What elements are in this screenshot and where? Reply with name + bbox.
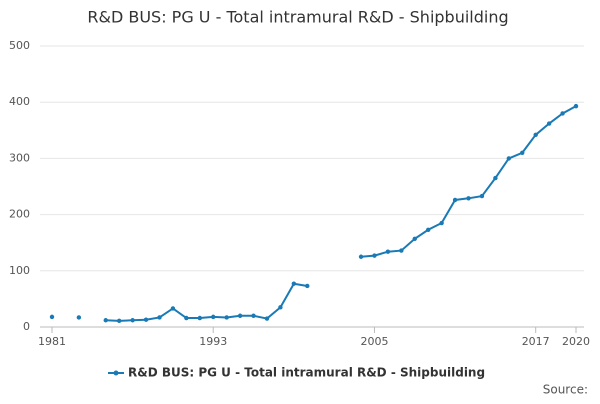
point — [452, 197, 458, 203]
chart-title: R&D BUS: PG U - Total intramural R&D - S… — [87, 8, 508, 27]
point — [520, 150, 525, 155]
y-tick-label: 200 — [9, 208, 30, 221]
point — [157, 315, 162, 320]
point — [264, 316, 270, 321]
x-tick-label: 1993 — [199, 335, 227, 348]
point — [197, 315, 202, 321]
point — [170, 306, 176, 311]
point — [211, 314, 216, 320]
legend-label: R&D BUS: PG U - Total intramural R&D - S… — [128, 366, 485, 380]
x-tick-label: 2005 — [360, 335, 388, 348]
x-tick-label: 2020 — [562, 335, 590, 348]
point — [412, 236, 417, 241]
point — [439, 220, 444, 226]
point — [103, 318, 108, 323]
point — [560, 111, 565, 116]
point — [291, 281, 297, 286]
point — [184, 315, 189, 321]
y-tick-label: 300 — [9, 151, 30, 164]
point — [237, 313, 243, 318]
point — [573, 103, 579, 109]
y-tick-label: 500 — [9, 39, 30, 52]
point — [493, 175, 498, 181]
point — [116, 318, 122, 324]
point — [305, 283, 310, 289]
point — [372, 253, 377, 258]
y-tick-label: 100 — [9, 264, 30, 277]
legend-marker — [113, 370, 119, 376]
point — [251, 313, 256, 318]
point — [385, 249, 391, 254]
point — [76, 315, 82, 320]
source: Source: — [543, 383, 588, 397]
point — [278, 305, 283, 310]
y-tick-label: 0 — [23, 320, 30, 333]
point — [466, 196, 471, 201]
point — [399, 248, 404, 253]
point — [533, 132, 538, 137]
point — [358, 254, 364, 259]
point — [143, 317, 149, 322]
point — [426, 227, 431, 232]
series-line — [105, 105, 577, 322]
point — [546, 121, 552, 126]
point — [224, 315, 229, 320]
point — [479, 193, 485, 199]
y-tick-label: 400 — [9, 95, 30, 108]
point — [130, 318, 135, 323]
point — [506, 156, 512, 161]
x-tick-label: 2017 — [522, 335, 550, 348]
point — [49, 314, 55, 320]
x-tick-label: 1981 — [38, 335, 66, 348]
